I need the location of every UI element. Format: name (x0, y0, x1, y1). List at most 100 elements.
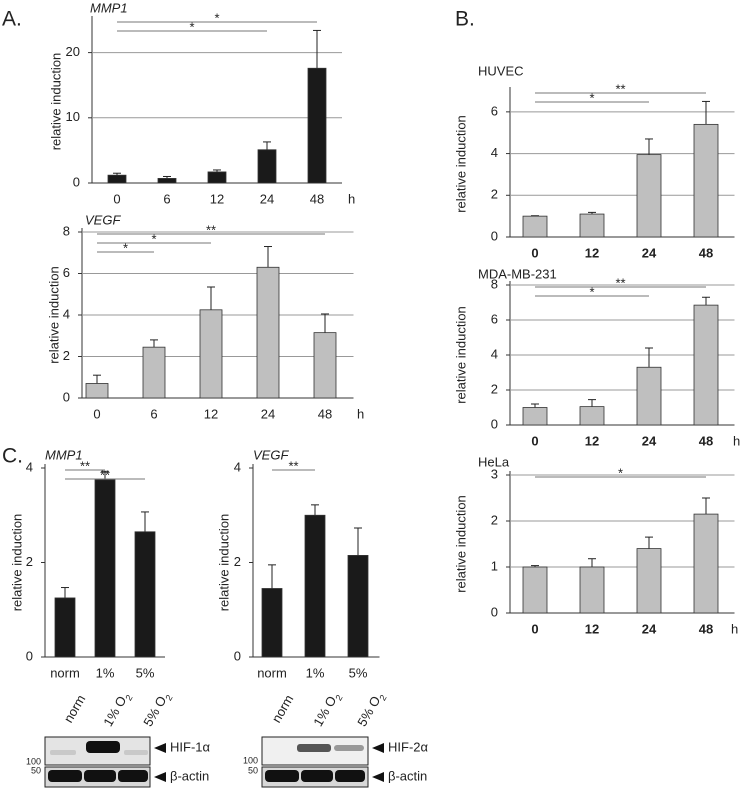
significance-label: * (589, 284, 594, 299)
bar (85, 383, 109, 399)
arrow (372, 743, 384, 753)
x-axis-label: h (731, 621, 738, 636)
x-tick-label: 12 (585, 621, 599, 636)
x-tick-label: 24 (642, 433, 657, 448)
panel-label: C. (2, 445, 23, 468)
lane-label: 5% O2 (141, 689, 175, 730)
y-tick-label: 2 (63, 348, 70, 363)
chart: 0 2 4 VEGF relative induction norm 1% 5% ** (216, 447, 380, 680)
y-tick-label: 4 (26, 459, 33, 474)
y-axis-label: relative induction (46, 266, 61, 364)
size-marker: 50 (248, 765, 258, 775)
y-tick-label: 0 (234, 648, 241, 663)
band (84, 770, 116, 782)
x-axis-label: h (733, 433, 740, 448)
lane-label: 1% O2 (101, 689, 135, 730)
lane-label: norm (61, 692, 89, 725)
chart-title: MMP1 (45, 447, 83, 462)
y-tick-label: 0 (491, 228, 498, 243)
significance-label: ** (288, 458, 298, 473)
band (265, 770, 299, 782)
band (334, 745, 364, 751)
y-tick-label: 4 (491, 346, 498, 361)
arrow (154, 743, 166, 753)
significance-label: * (214, 10, 219, 25)
y-tick-label: 10 (66, 109, 80, 124)
lane-label: 5% O2 (355, 689, 389, 730)
bar (207, 171, 227, 184)
bar (579, 566, 605, 614)
chart: 0 2 4 MMP1 relative induction norm 1% 5% ** ** (9, 447, 165, 680)
y-tick-label: 2 (491, 512, 498, 527)
bar (313, 332, 337, 399)
x-tick-label: 12 (204, 406, 218, 421)
size-marker: 100 (26, 756, 41, 766)
x-tick-label: 0 (531, 621, 538, 636)
blot: norm 1% O2 5% O2 100 50 HIF-1α β-actin (26, 689, 211, 788)
significance-label: ** (100, 467, 110, 482)
x-tick-label: 48 (699, 245, 713, 260)
bar (579, 213, 605, 238)
x-tick-label: 6 (163, 191, 170, 206)
bar (579, 406, 605, 426)
bar (522, 407, 548, 426)
blot-row-label: β-actin (170, 768, 209, 783)
x-tick-label: 0 (113, 191, 120, 206)
y-axis-label: relative induction (216, 514, 231, 612)
bar (256, 266, 280, 399)
y-tick-label: 4 (234, 459, 241, 474)
band (50, 750, 76, 755)
significance-label: ** (615, 81, 625, 96)
y-tick-label: 0 (491, 416, 498, 431)
arrow (154, 772, 166, 782)
y-tick-label: 6 (491, 311, 498, 326)
x-tick-label: 5% (349, 665, 368, 680)
significance-label: ** (615, 275, 625, 290)
bar (94, 479, 116, 658)
x-tick-label: 12 (210, 191, 224, 206)
bar (199, 309, 223, 399)
chart-title: MDA-MB-231 (478, 266, 557, 281)
size-marker: 50 (31, 765, 41, 775)
bar (636, 366, 662, 426)
band (297, 744, 331, 752)
y-axis-label: relative induction (453, 115, 468, 213)
y-tick-label: 8 (63, 223, 70, 238)
x-tick-label: 48 (699, 621, 713, 636)
y-tick-label: 2 (26, 554, 33, 569)
bar (307, 67, 327, 184)
x-axis-label: h (348, 191, 355, 206)
y-tick-label: 4 (491, 145, 498, 160)
panel-label: B. (455, 8, 475, 31)
band (301, 770, 333, 782)
significance-label: * (151, 231, 156, 246)
blot: norm 1% O2 5% O2 100 50 HIF-2α β-actin (243, 689, 429, 788)
bar (347, 555, 369, 658)
y-tick-label: 3 (491, 466, 498, 481)
y-tick-label: 6 (63, 265, 70, 280)
y-tick-label: 2 (234, 554, 241, 569)
x-tick-label: 24 (261, 406, 275, 421)
chart-title: HUVEC (478, 63, 524, 78)
x-tick-label: norm (50, 665, 80, 680)
x-tick-label: norm (257, 665, 287, 680)
x-tick-label: 24 (642, 245, 657, 260)
lane-label: norm (269, 692, 297, 725)
chart-title: VEGF (253, 447, 289, 462)
significance-label: * (189, 19, 194, 34)
y-axis-label: relative induction (48, 53, 63, 151)
x-axis-label: h (357, 406, 364, 421)
x-tick-label: 0 (93, 406, 100, 421)
y-axis-label: relative induction (9, 514, 24, 612)
x-tick-label: 1% (96, 665, 115, 680)
bar (157, 178, 177, 184)
x-tick-label: 1% (306, 665, 325, 680)
x-tick-label: 24 (260, 191, 274, 206)
bar (636, 154, 662, 238)
bar (257, 149, 277, 184)
band (335, 770, 365, 782)
band (118, 770, 148, 782)
